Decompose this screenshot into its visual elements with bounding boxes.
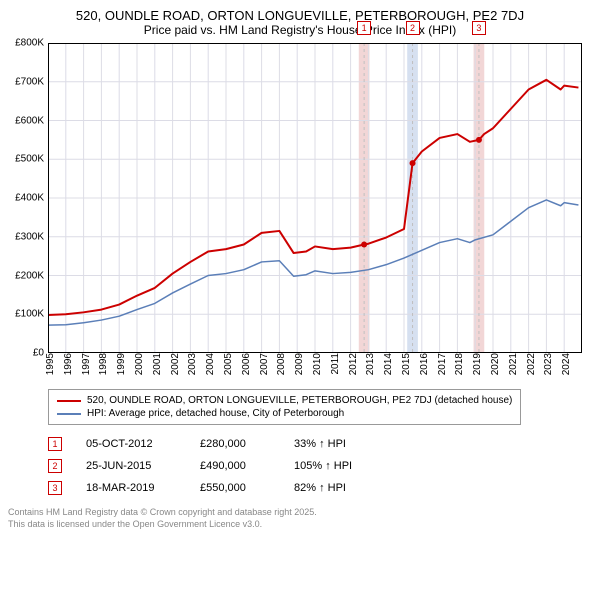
sale-price: £490,000 xyxy=(200,460,270,472)
y-tick-label: £500K xyxy=(15,154,44,165)
x-tick-label: 2023 xyxy=(543,353,554,375)
x-tick-label: 2008 xyxy=(276,353,287,375)
sale-price: £280,000 xyxy=(200,438,270,450)
x-tick-label: 2013 xyxy=(365,353,376,375)
x-tick-label: 2006 xyxy=(241,353,252,375)
sale-price: £550,000 xyxy=(200,482,270,494)
x-tick-label: 2012 xyxy=(348,353,359,375)
x-tick-label: 2018 xyxy=(454,353,465,375)
sale-hpi: 105% ↑ HPI xyxy=(294,460,374,472)
y-tick-label: £0 xyxy=(33,348,44,359)
x-tick-label: 2016 xyxy=(419,353,430,375)
x-tick-label: 2015 xyxy=(401,353,412,375)
sale-index-badge: 3 xyxy=(48,481,62,495)
footer-line-1: Contains HM Land Registry data © Crown c… xyxy=(8,507,592,519)
legend-item: HPI: Average price, detached house, City… xyxy=(57,407,512,420)
x-tick-label: 1997 xyxy=(81,353,92,375)
sale-marker-2: 2 xyxy=(406,21,420,35)
legend-label: HPI: Average price, detached house, City… xyxy=(87,408,344,419)
x-tick-label: 2005 xyxy=(223,353,234,375)
x-tick-label: 2004 xyxy=(205,353,216,375)
x-tick-label: 1998 xyxy=(98,353,109,375)
y-tick-label: £300K xyxy=(15,231,44,242)
chart-subtitle: Price paid vs. HM Land Registry's House … xyxy=(8,23,592,37)
y-tick-label: £700K xyxy=(15,76,44,87)
y-tick-label: £600K xyxy=(15,115,44,126)
sale-date: 25-JUN-2015 xyxy=(86,460,176,472)
x-tick-label: 1999 xyxy=(116,353,127,375)
chart-title: 520, OUNDLE ROAD, ORTON LONGUEVILLE, PET… xyxy=(8,8,592,23)
x-tick-label: 2019 xyxy=(472,353,483,375)
x-tick-label: 2007 xyxy=(259,353,270,375)
line-chart xyxy=(48,43,582,353)
x-tick-label: 1995 xyxy=(45,353,56,375)
x-tick-label: 2009 xyxy=(294,353,305,375)
attribution-footer: Contains HM Land Registry data © Crown c… xyxy=(8,507,592,530)
sale-marker-1: 1 xyxy=(357,21,371,35)
sale-date: 18-MAR-2019 xyxy=(86,482,176,494)
x-tick-label: 2001 xyxy=(152,353,163,375)
sale-date: 05-OCT-2012 xyxy=(86,438,176,450)
sale-index-badge: 1 xyxy=(48,437,62,451)
x-tick-label: 2000 xyxy=(134,353,145,375)
x-tick-label: 2022 xyxy=(526,353,537,375)
y-tick-label: £100K xyxy=(15,309,44,320)
sale-hpi: 82% ↑ HPI xyxy=(294,482,374,494)
y-axis-labels: £0£100K£200K£300K£400K£500K£600K£700K£80… xyxy=(8,43,48,353)
x-tick-label: 2014 xyxy=(383,353,394,375)
y-tick-label: £400K xyxy=(15,193,44,204)
x-tick-label: 2011 xyxy=(330,353,341,375)
sale-row: 1 05-OCT-2012 £280,000 33% ↑ HPI xyxy=(48,433,592,455)
sales-table: 1 05-OCT-2012 £280,000 33% ↑ HPI 2 25-JUN-201… xyxy=(48,433,592,499)
x-tick-label: 2003 xyxy=(187,353,198,375)
y-tick-label: £200K xyxy=(15,270,44,281)
sale-row: 2 25-JUN-2015 £490,000 105% ↑ HPI xyxy=(48,455,592,477)
plot-wrap: £0£100K£200K£300K£400K£500K£600K£700K£80… xyxy=(48,43,582,383)
legend-swatch xyxy=(57,413,81,415)
x-tick-label: 2021 xyxy=(508,353,519,375)
x-tick-label: 2017 xyxy=(437,353,448,375)
y-tick-label: £800K xyxy=(15,38,44,49)
sale-marker-3: 3 xyxy=(472,21,486,35)
plot-area: 123 xyxy=(48,43,582,353)
x-tick-label: 2020 xyxy=(490,353,501,375)
legend: 520, OUNDLE ROAD, ORTON LONGUEVILLE, PET… xyxy=(48,389,521,425)
x-tick-label: 2010 xyxy=(312,353,323,375)
footer-line-2: This data is licensed under the Open Gov… xyxy=(8,519,592,531)
chart-container: 520, OUNDLE ROAD, ORTON LONGUEVILLE, PET… xyxy=(8,8,592,530)
x-tick-label: 2024 xyxy=(561,353,572,375)
sale-hpi: 33% ↑ HPI xyxy=(294,438,374,450)
sale-row: 3 18-MAR-2019 £550,000 82% ↑ HPI xyxy=(48,477,592,499)
x-axis-labels: 1995 1996 1997 1998 1999 2000 2001 2002 2003 2004… xyxy=(48,353,582,383)
legend-item: 520, OUNDLE ROAD, ORTON LONGUEVILLE, PET… xyxy=(57,394,512,407)
legend-label: 520, OUNDLE ROAD, ORTON LONGUEVILLE, PET… xyxy=(87,395,512,406)
sale-index-badge: 2 xyxy=(48,459,62,473)
x-tick-label: 1996 xyxy=(63,353,74,375)
x-tick-label: 2002 xyxy=(170,353,181,375)
legend-swatch xyxy=(57,400,81,402)
